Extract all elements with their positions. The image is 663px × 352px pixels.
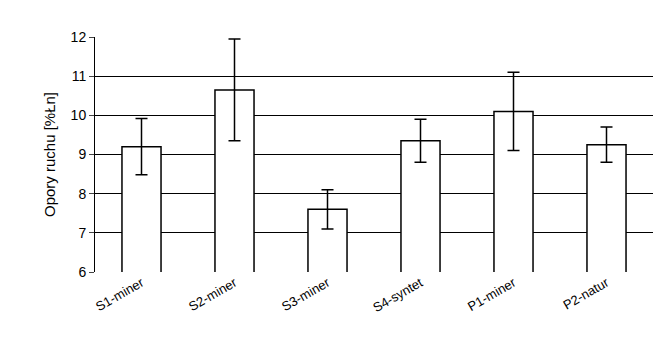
svg-text:S4-syntet: S4-syntet: [370, 275, 425, 316]
svg-text:11: 11: [72, 68, 87, 84]
svg-text:S1-miner: S1-miner: [93, 274, 147, 314]
svg-text:S3-miner: S3-miner: [279, 274, 333, 314]
svg-text:8: 8: [78, 186, 86, 202]
svg-text:10: 10: [71, 107, 87, 123]
svg-text:P1-miner: P1-miner: [465, 274, 519, 314]
svg-text:S2-miner: S2-miner: [186, 274, 240, 314]
svg-text:6: 6: [78, 264, 86, 280]
svg-text:9: 9: [78, 146, 86, 162]
svg-text:P2-natur: P2-natur: [561, 274, 612, 312]
svg-text:7: 7: [78, 225, 86, 241]
svg-text:12: 12: [71, 29, 87, 45]
svg-text:Opory ruchu [%Łn]: Opory ruchu [%Łn]: [41, 92, 58, 217]
